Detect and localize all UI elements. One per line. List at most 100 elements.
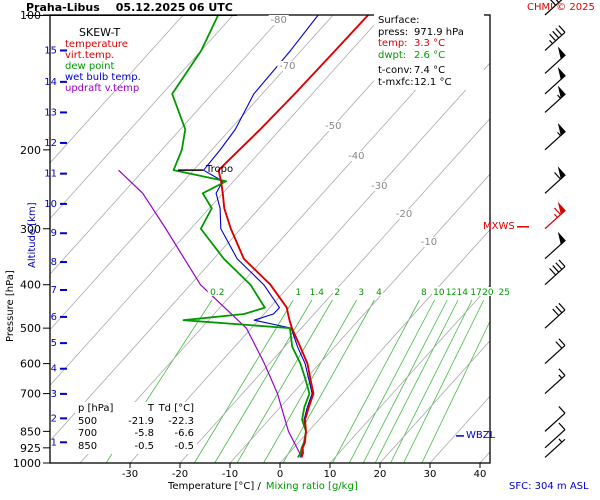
legend-item: updraft v.temp: [65, 83, 140, 94]
altitude-tick-label: 12: [44, 138, 57, 149]
legend-item: virt.temp.: [65, 50, 115, 61]
temperature-axis-title: Temperature [°C] /: [168, 481, 261, 492]
wind-barb: [544, 422, 566, 449]
datetime: 05.12.2025 06 UTC: [115, 1, 233, 14]
altitude-tick-label: 5: [51, 338, 57, 349]
table-header: p [hPa] T Td [°C]: [78, 403, 194, 416]
legend-item: wet bulb temp.: [65, 72, 141, 83]
mixing-label-bg: [374, 287, 384, 296]
mixing-ratio-label: 4: [376, 288, 382, 298]
surface-title: Surface:: [378, 15, 420, 26]
data-table: p [hPa] T Td [°C] 500 -21.9 -22.3 700 -5.8 -6.6…: [75, 402, 197, 454]
isotherm-line: [50, 15, 284, 275]
isotherm-line: [179, 117, 490, 463]
legend-item: temperature: [65, 39, 128, 50]
mixing-ratio-line: [403, 299, 485, 463]
mixing-ratio-label: 25: [499, 288, 510, 298]
isotherm-line: [50, 15, 434, 442]
mixing-ratio-label: 1: [295, 288, 301, 298]
mixing-ratio-label: 17: [470, 288, 481, 298]
wind-barb: [544, 302, 566, 329]
x-axis-title: Temperature [°C] / Mixing ratio [g/kg]: [168, 481, 358, 492]
pressure-tick-label: 300: [20, 223, 41, 236]
temperature-tick-label: -20: [172, 469, 188, 480]
wind-barb: [544, 46, 566, 74]
table-cell: -22.3: [168, 415, 194, 427]
mixing-label-bg: [444, 287, 459, 296]
temperature-tick-label: 0: [277, 469, 283, 480]
mixing-ratio-line: [348, 299, 435, 463]
table-row: 850 -0.5 -0.5: [78, 441, 194, 454]
wind-barb: [544, 231, 566, 260]
table-header-cell: T: [147, 403, 154, 414]
mixing-ratio-line: [421, 320, 490, 463]
title-row: Praha-Libus 05.12.2025 06 UTC: [26, 1, 237, 16]
table-row: 700 -5.8 -6.6: [78, 428, 194, 441]
surface-info-box: Surface: press: 971.9 hPa temp: 3.3 °C dwpt:…: [374, 13, 484, 90]
isotherm-line: [50, 15, 384, 386]
isotherm-label: -80: [271, 15, 287, 26]
copyright: CHMI © 2025: [527, 2, 595, 13]
surface-t-conv-line: t-conv: 7.4 °C: [378, 65, 446, 76]
altitude-tick-label: 4: [51, 364, 57, 375]
legend-item: dew point: [65, 61, 115, 72]
sfc-label: SFC: 304 m ASL: [509, 481, 589, 492]
pressure-axis-title: Pressure [hPa]: [5, 270, 16, 342]
temperature-curve: [217, 15, 369, 458]
table-cell: -0.5: [134, 440, 154, 452]
altitude-tick-label: 13: [44, 107, 57, 118]
surface-dwpt-line: dwpt: 2.6 °C: [378, 49, 446, 61]
isotherm-label-bg: [394, 209, 415, 219]
wind-barb: [544, 122, 566, 151]
isotherm-label: -40: [348, 151, 364, 162]
mixing-ratio-label: 1.4: [310, 288, 325, 298]
mixing-ratio-line: [236, 299, 333, 463]
pressure-tick-label: 850: [20, 425, 41, 438]
altitude-tick-label: 8: [51, 257, 57, 268]
altitude-tick-label: 3: [51, 389, 57, 400]
isotherm-label: -50: [325, 121, 341, 132]
isotherm-line: [329, 284, 490, 463]
surface-press-line: press: 971.9 hPa: [378, 26, 464, 38]
wind-barb: [544, 25, 566, 51]
altitude-tick-label: 11: [44, 169, 57, 180]
mixing-ratio-line: [214, 299, 313, 463]
pressure-tick-label: 200: [20, 144, 41, 157]
mixing-ratio-label: 0.2: [210, 288, 224, 298]
temperature-tick-label: 20: [374, 469, 387, 480]
mixing-ratio-line: [332, 299, 420, 463]
isotherm-label: -20: [396, 209, 412, 220]
wind-barb: [544, 0, 563, 16]
isotherm-line: [50, 15, 184, 164]
mxws-label: MXWS: [483, 220, 515, 232]
chart-type-label: SKEW-T: [79, 26, 121, 39]
wbzl-label: WBZL: [466, 429, 496, 441]
mixing-ratio-label: 12: [446, 288, 457, 298]
pressure-tick-label: 400: [20, 279, 41, 292]
mixing-label-bg: [455, 287, 470, 296]
station-name: Praha-Libus: [26, 1, 100, 14]
mixing-ratio-line: [390, 299, 473, 463]
isotherm-line: [279, 229, 490, 463]
pressure-tick-label: 925: [20, 442, 41, 455]
isotherm-label: -10: [421, 237, 437, 248]
pressure-tick-label: 700: [20, 388, 41, 401]
mixing-ratio-label: 3: [358, 288, 364, 298]
table-cell: 500: [78, 415, 98, 427]
temperature-tick-label: 10: [324, 469, 337, 480]
mixing-ratio-label: 8: [421, 288, 427, 298]
isotherm-line: [479, 451, 490, 463]
wind-barb: [544, 166, 566, 194]
table-cell: -0.5: [174, 440, 194, 452]
altitude-axis-title: Altitude [km]: [27, 202, 38, 268]
wind-barb: [544, 259, 566, 286]
wind-barb: [544, 368, 566, 395]
table-header-cell: Td [°C]: [158, 403, 194, 414]
pressure-tick-label: 500: [20, 322, 41, 335]
altitude-tick-label: 9: [51, 228, 57, 239]
mixing-label-bg: [419, 287, 429, 296]
mixing-ratio-label: 2: [334, 288, 340, 298]
isotherm-line: [379, 340, 490, 463]
wind-barb: [544, 201, 566, 230]
